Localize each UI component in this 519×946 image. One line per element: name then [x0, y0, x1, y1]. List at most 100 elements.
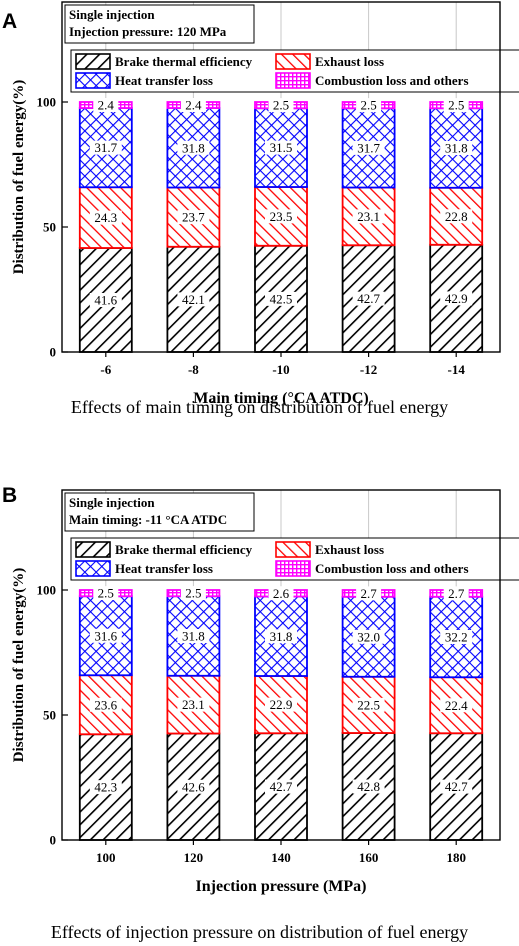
data-label: 42.7	[270, 779, 293, 794]
legend-swatch	[275, 72, 311, 89]
bar-exhaust	[166, 674, 221, 735]
legend: Brake thermal efficiency Exhaust loss Heat…	[70, 537, 519, 581]
data-label: 31.8	[445, 141, 468, 156]
data-label-bg	[352, 140, 385, 155]
info-line: Single injection	[69, 7, 155, 22]
data-label: 31.6	[94, 628, 117, 643]
legend-swatch	[75, 53, 111, 70]
data-label-bg	[268, 98, 294, 113]
data-label: 42.6	[182, 779, 205, 794]
x-tick-label: 100	[96, 850, 116, 865]
data-label: 2.5	[273, 98, 289, 113]
data-label-bg	[265, 140, 297, 155]
legend-label: Combustion loss and others	[315, 561, 469, 576]
y-tick-label: 50	[43, 220, 56, 235]
legend-swatch	[75, 541, 111, 558]
info-box: Single injection Injection pressure: 120 …	[64, 4, 255, 44]
data-label: 42.5	[270, 291, 293, 306]
legend-swatch	[75, 72, 111, 89]
legend-swatch	[275, 560, 311, 577]
data-label-bg	[440, 698, 473, 713]
data-label-bg	[352, 209, 385, 224]
data-label: 31.5	[270, 140, 293, 155]
y-tick-label: 100	[37, 583, 57, 598]
data-label: 2.5	[185, 586, 201, 601]
y-tick-label: 0	[50, 833, 57, 848]
y-tick-label: 50	[43, 708, 56, 723]
chart-panel-a: A Single injection Injection pressure: 120…	[2, 1, 519, 417]
data-label-bg	[177, 779, 210, 794]
data-label: 2.4	[185, 98, 202, 113]
data-label: 22.4	[445, 698, 468, 713]
data-label: 23.7	[182, 210, 205, 225]
data-label: 2.4	[98, 98, 115, 113]
legend-label: Brake thermal efficiency	[115, 542, 253, 557]
legend-item-heat: Heat transfer loss	[75, 560, 213, 577]
info-line: Injection pressure: 120 MPa	[69, 24, 227, 39]
x-tick-label: -14	[448, 362, 466, 377]
data-label-bg	[180, 98, 206, 112]
data-label-bg	[89, 628, 122, 643]
x-axis-title: Injection pressure (MPa)	[196, 878, 367, 895]
data-label-bg	[440, 630, 473, 644]
data-label-bg	[440, 209, 473, 224]
data-label: 31.8	[270, 629, 293, 644]
info-box-frame	[64, 4, 255, 44]
data-label: 42.1	[182, 292, 205, 307]
x-tick-label: 120	[184, 850, 204, 865]
data-label: 42.7	[445, 779, 468, 794]
data-label: 2.6	[273, 586, 290, 601]
legend-item-bte: Brake thermal efficiency	[75, 53, 253, 70]
data-label-bg	[443, 98, 469, 113]
data-label: 2.7	[360, 586, 377, 601]
data-label: 32.2	[445, 630, 468, 645]
data-label-bg	[352, 779, 385, 794]
legend: Brake thermal efficiency Exhaust loss Heat…	[70, 49, 519, 93]
data-label: 22.5	[357, 697, 380, 712]
data-label: 2.5	[448, 98, 464, 113]
data-label: 2.5	[360, 98, 376, 113]
data-label-bg	[356, 98, 382, 113]
data-label: 2.7	[448, 586, 465, 601]
legend-label: Heat transfer loss	[115, 73, 213, 88]
data-label-bg	[89, 780, 122, 795]
y-axis-title: Distribution of fuel energy(%)	[11, 80, 27, 275]
data-label: 24.3	[94, 210, 117, 225]
data-label-bg	[89, 293, 122, 307]
info-box: Single injection Main timing: -11 °CA ATD…	[64, 492, 255, 532]
data-label-bg	[265, 697, 297, 712]
data-label-bg	[177, 210, 210, 225]
legend-swatch	[275, 53, 311, 70]
data-label: 23.6	[94, 697, 117, 712]
data-label-bg	[265, 291, 297, 306]
x-tick-label: 140	[271, 850, 291, 865]
data-label: 31.8	[182, 629, 205, 644]
data-label-bg	[265, 629, 297, 644]
figure-caption: Effects of injection pressure on distrib…	[51, 922, 468, 942]
data-label: 22.8	[445, 209, 468, 224]
legend-label: Heat transfer loss	[115, 561, 213, 576]
y-tick-label: 0	[50, 345, 57, 360]
info-line: Main timing: -11 °CA ATDC	[69, 512, 227, 527]
legend-item-exhaust: Exhaust loss	[275, 541, 384, 558]
data-label-bg	[440, 141, 473, 155]
info-line: Single injection	[69, 495, 155, 510]
data-label-bg	[93, 98, 119, 112]
legend-swatch	[75, 560, 111, 577]
data-label: 22.9	[270, 697, 293, 712]
legend-item-combustion: Combustion loss and others	[275, 72, 469, 89]
data-label: 42.3	[94, 780, 117, 795]
data-label-bg	[265, 779, 297, 794]
legend-label: Brake thermal efficiency	[115, 54, 253, 69]
data-label-bg	[177, 140, 210, 155]
data-label-bg	[93, 586, 119, 601]
data-label: 41.6	[94, 293, 117, 308]
x-axis-title: Main timing (°CA ATDC)	[193, 390, 368, 407]
data-label-bg	[180, 586, 206, 601]
data-label-bg	[440, 779, 473, 794]
data-label-bg	[352, 629, 385, 644]
data-label: 23.1	[182, 697, 205, 712]
legend-label: Exhaust loss	[315, 542, 384, 557]
data-label: 31.8	[182, 140, 205, 155]
figure-caption: Effects of main timing on distribution o…	[71, 397, 448, 417]
